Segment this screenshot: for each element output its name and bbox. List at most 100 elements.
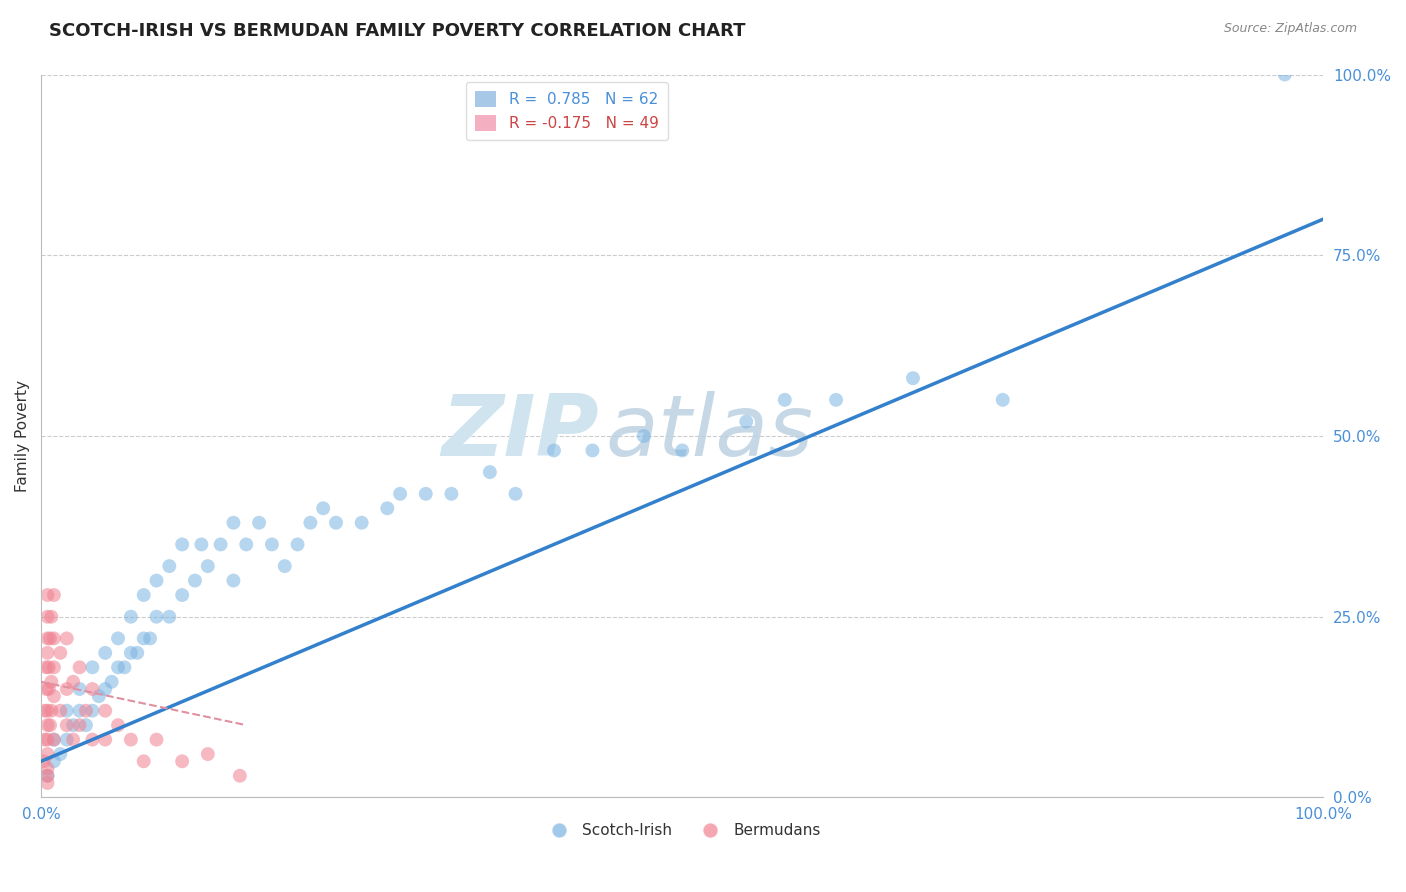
Text: SCOTCH-IRISH VS BERMUDAN FAMILY POVERTY CORRELATION CHART: SCOTCH-IRISH VS BERMUDAN FAMILY POVERTY … bbox=[49, 22, 745, 40]
Point bbox=[145, 574, 167, 588]
Point bbox=[190, 537, 212, 551]
Point bbox=[39, 632, 62, 646]
Point bbox=[75, 718, 97, 732]
Point bbox=[69, 681, 91, 696]
Point bbox=[312, 501, 335, 516]
Point bbox=[37, 732, 59, 747]
Point bbox=[42, 732, 65, 747]
Point bbox=[132, 754, 155, 768]
Point bbox=[107, 660, 129, 674]
Point bbox=[49, 646, 72, 660]
Point bbox=[55, 681, 77, 696]
Point bbox=[172, 754, 194, 768]
Point bbox=[42, 754, 65, 768]
Point bbox=[633, 429, 655, 443]
Point bbox=[37, 588, 59, 602]
Point bbox=[145, 732, 167, 747]
Point bbox=[145, 609, 167, 624]
Point bbox=[94, 646, 117, 660]
Point bbox=[107, 718, 129, 732]
Point bbox=[49, 747, 72, 761]
Point bbox=[38, 660, 60, 674]
Point bbox=[82, 704, 104, 718]
Point bbox=[87, 690, 110, 704]
Point bbox=[37, 769, 59, 783]
Point bbox=[132, 632, 155, 646]
Point bbox=[120, 609, 142, 624]
Point bbox=[37, 704, 59, 718]
Point bbox=[825, 392, 848, 407]
Point bbox=[209, 537, 232, 551]
Point bbox=[42, 588, 65, 602]
Point bbox=[107, 632, 129, 646]
Point bbox=[42, 732, 65, 747]
Point bbox=[197, 747, 219, 761]
Point bbox=[62, 718, 84, 732]
Text: Source: ZipAtlas.com: Source: ZipAtlas.com bbox=[1223, 22, 1357, 36]
Point bbox=[172, 588, 194, 602]
Y-axis label: Family Poverty: Family Poverty bbox=[15, 380, 30, 492]
Point bbox=[35, 681, 58, 696]
Point bbox=[37, 718, 59, 732]
Point bbox=[37, 747, 59, 761]
Point bbox=[69, 660, 91, 674]
Point bbox=[62, 732, 84, 747]
Point bbox=[41, 609, 63, 624]
Point bbox=[41, 704, 63, 718]
Point bbox=[38, 681, 60, 696]
Point bbox=[581, 443, 603, 458]
Point bbox=[260, 537, 283, 551]
Point bbox=[543, 443, 565, 458]
Point bbox=[247, 516, 270, 530]
Point bbox=[32, 754, 55, 768]
Point bbox=[42, 690, 65, 704]
Point bbox=[94, 732, 117, 747]
Point bbox=[184, 574, 207, 588]
Point bbox=[287, 537, 309, 551]
Point bbox=[82, 681, 104, 696]
Point bbox=[42, 632, 65, 646]
Point bbox=[62, 674, 84, 689]
Point bbox=[55, 718, 77, 732]
Point bbox=[37, 646, 59, 660]
Point bbox=[127, 646, 149, 660]
Point bbox=[1274, 68, 1296, 82]
Point bbox=[222, 574, 245, 588]
Point bbox=[415, 487, 437, 501]
Text: ZIP: ZIP bbox=[441, 391, 599, 474]
Point bbox=[34, 732, 56, 747]
Point bbox=[350, 516, 373, 530]
Point bbox=[37, 609, 59, 624]
Legend: Scotch-Irish, Bermudans: Scotch-Irish, Bermudans bbox=[537, 817, 827, 844]
Point bbox=[37, 776, 59, 790]
Point bbox=[42, 660, 65, 674]
Point bbox=[55, 732, 77, 747]
Point bbox=[55, 632, 77, 646]
Point bbox=[274, 559, 297, 574]
Point bbox=[49, 704, 72, 718]
Point bbox=[120, 732, 142, 747]
Point bbox=[197, 559, 219, 574]
Point bbox=[37, 632, 59, 646]
Point bbox=[505, 487, 527, 501]
Point bbox=[157, 609, 180, 624]
Point bbox=[389, 487, 412, 501]
Point bbox=[671, 443, 693, 458]
Point bbox=[229, 769, 252, 783]
Point bbox=[901, 371, 924, 385]
Point bbox=[120, 646, 142, 660]
Point bbox=[132, 588, 155, 602]
Point bbox=[299, 516, 322, 530]
Point bbox=[172, 537, 194, 551]
Point bbox=[82, 732, 104, 747]
Point bbox=[157, 559, 180, 574]
Point bbox=[222, 516, 245, 530]
Point bbox=[114, 660, 136, 674]
Point bbox=[139, 632, 162, 646]
Point bbox=[82, 660, 104, 674]
Point bbox=[37, 769, 59, 783]
Point bbox=[34, 704, 56, 718]
Point bbox=[991, 392, 1014, 407]
Point bbox=[75, 704, 97, 718]
Point bbox=[94, 704, 117, 718]
